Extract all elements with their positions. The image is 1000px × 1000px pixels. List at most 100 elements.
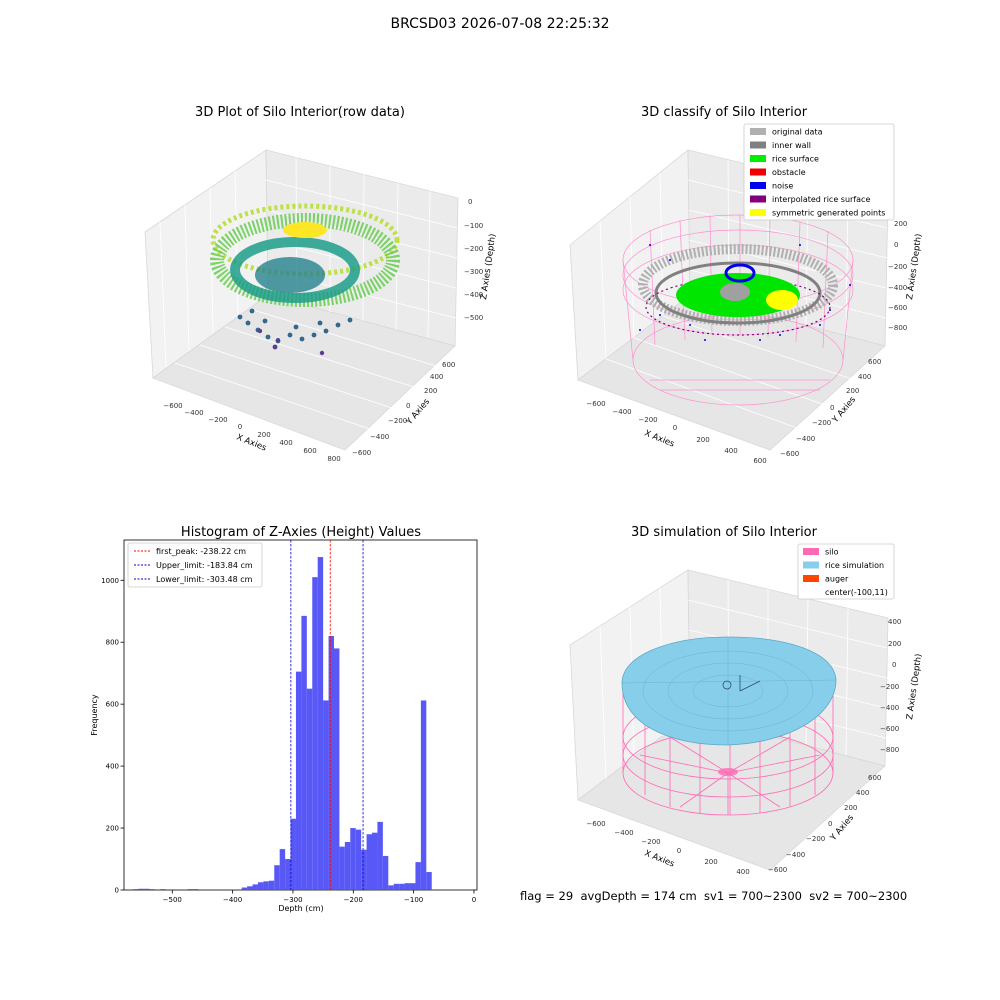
classify-ytick: 200 <box>846 387 859 395</box>
histogram-bar <box>399 883 405 890</box>
histogram-title: Histogram of Z-Axies (Height) Values <box>181 525 421 540</box>
classify-legend-item: obstacle <box>750 168 806 177</box>
simulation-xtick: 0 <box>677 847 681 855</box>
classify-zlabel: Z Axies (Depth) <box>905 233 924 300</box>
simulation-ytick: 0 <box>828 820 832 828</box>
classify-legend-item: noise <box>750 182 793 191</box>
simulation-legend-label: center(-100,11) <box>825 588 888 597</box>
histogram-bar <box>252 884 258 890</box>
classify-legend-item: original data <box>750 128 823 137</box>
histogram-bar <box>274 865 280 890</box>
raw-3d-plot: 3D Plot of Silo Interior(row data) −600 … <box>144 105 498 463</box>
classify-xlabel: X Axies <box>643 429 676 450</box>
histogram-legend-label: Upper_limit: -183.84 cm <box>156 561 253 570</box>
histogram-legend-item: Lower_limit: -303.48 cm <box>134 575 253 584</box>
raw-ytick: 200 <box>424 387 437 395</box>
classify-ztick: −800 <box>888 324 907 332</box>
classify-xtick: −200 <box>638 416 657 424</box>
raw-plot-title: 3D Plot of Silo Interior(row data) <box>195 105 405 120</box>
histogram-bar <box>361 849 367 890</box>
classify-interpolated-ring <box>645 278 831 336</box>
raw-z-ticks: 0 −100 −200 −300 −400 −500 <box>464 198 483 322</box>
histogram-bar <box>279 849 286 890</box>
histogram-bar <box>225 889 231 890</box>
simulation-legend-swatch <box>803 548 819 555</box>
simulation-ytick: −600 <box>768 866 787 874</box>
simulation-legend-item: silo <box>803 548 839 557</box>
histogram-xtick-label: −300 <box>283 896 302 904</box>
simulation-legend-label: auger <box>825 575 849 584</box>
classify-noise-arc <box>724 263 756 283</box>
histogram-legend-label: first_peak: -238.22 cm <box>156 547 246 556</box>
classify-legend-swatch <box>750 155 766 162</box>
simulation-legend-label: rice simulation <box>825 561 884 570</box>
figure-title: BRCSD03 2026-07-08 22:25:32 <box>390 16 610 32</box>
histogram-bar <box>263 881 269 890</box>
histogram-bar <box>247 886 253 890</box>
classify-y-ticks: −600 −400 −200 0 200 400 600 <box>780 358 881 458</box>
raw-zlabel: Z Axies (Depth) <box>479 233 498 300</box>
classify-inner-wall-ring <box>654 261 822 325</box>
classify-ztick: −400 <box>888 284 907 292</box>
histogram-bar <box>415 862 421 890</box>
histogram-bar <box>241 887 248 890</box>
simulation-legend-frame <box>797 543 895 600</box>
raw-xtick: 200 <box>257 431 270 439</box>
histogram-bar <box>301 615 307 890</box>
histogram-reference-lines <box>290 540 364 890</box>
classify-legend-item: symmetric generated points <box>750 209 885 218</box>
raw-x-ticks: −600 −400 −200 0 200 400 600 800 <box>163 402 340 463</box>
histogram-bar <box>328 636 334 890</box>
histogram-bar <box>230 889 237 890</box>
simulation-xtick: 400 <box>736 868 749 876</box>
classify-legend-label: interpolated rice surface <box>772 195 870 204</box>
raw-deep-points <box>257 328 325 356</box>
simulation-xtick: −200 <box>641 838 660 846</box>
classify-ytick: 600 <box>868 358 881 366</box>
simulation-legend-item: rice simulation <box>803 561 884 570</box>
simulation-zlabel: Z Axies (Depth) <box>905 653 924 720</box>
histogram-bar <box>160 889 166 890</box>
raw-xtick: 0 <box>238 423 242 431</box>
classify-ztick: −200 <box>888 263 907 271</box>
raw-ytick: −600 <box>352 449 371 457</box>
histogram-bar <box>420 700 427 890</box>
raw-ring-inner <box>230 237 360 303</box>
histogram-chart: Histogram of Z-Axies (Height) Values −50… <box>90 525 478 913</box>
raw-point-cloud <box>210 203 400 356</box>
histogram-bar <box>317 557 324 890</box>
histogram-bars <box>133 557 432 890</box>
simulation-ytick: 600 <box>868 774 881 782</box>
classify-xtick: 400 <box>724 447 737 455</box>
histogram-ylabel: Frequency <box>90 694 99 736</box>
raw-xtick: 600 <box>303 447 316 455</box>
histogram-legend-frame <box>127 542 263 588</box>
classify-legend-swatch <box>750 195 766 203</box>
classify-legend-label: obstacle <box>772 168 806 177</box>
simulation-legend: silo rice simulation auger center(-100,1… <box>797 543 895 600</box>
raw-ztick: −500 <box>464 314 483 322</box>
histogram-bar <box>290 818 296 890</box>
simulation-ztick: −200 <box>880 683 899 691</box>
classify-3d-plot: 3D classify of Silo Interior original da… <box>569 105 924 465</box>
classify-legend-label: inner wall <box>772 141 811 150</box>
histogram-bar <box>257 882 264 890</box>
classify-legend-frame <box>743 123 895 221</box>
raw-low-points <box>237 308 353 344</box>
classify-legend-label: rice surface <box>772 155 819 164</box>
classify-ytick: 400 <box>858 373 871 381</box>
simulation-ytick: 200 <box>844 804 857 812</box>
histogram-legend: first_peak: -238.22 cm Upper_limit: -183… <box>127 542 263 588</box>
histogram-bar <box>192 889 199 890</box>
histogram-xtick-label: −200 <box>344 896 363 904</box>
raw-xtick: −600 <box>163 402 182 410</box>
classify-legend-label: original data <box>772 128 823 137</box>
raw-xtick: 800 <box>327 455 340 463</box>
classify-legend-item: rice surface <box>750 155 819 164</box>
histogram-xtick-label: −500 <box>163 896 182 904</box>
simulation-legend-item: center(-100,11) <box>825 588 888 597</box>
classify-legend-swatch <box>750 128 766 135</box>
classify-xtick: −600 <box>586 400 605 408</box>
raw-ytick: −200 <box>388 417 407 425</box>
classify-symmetric-points <box>766 290 798 310</box>
